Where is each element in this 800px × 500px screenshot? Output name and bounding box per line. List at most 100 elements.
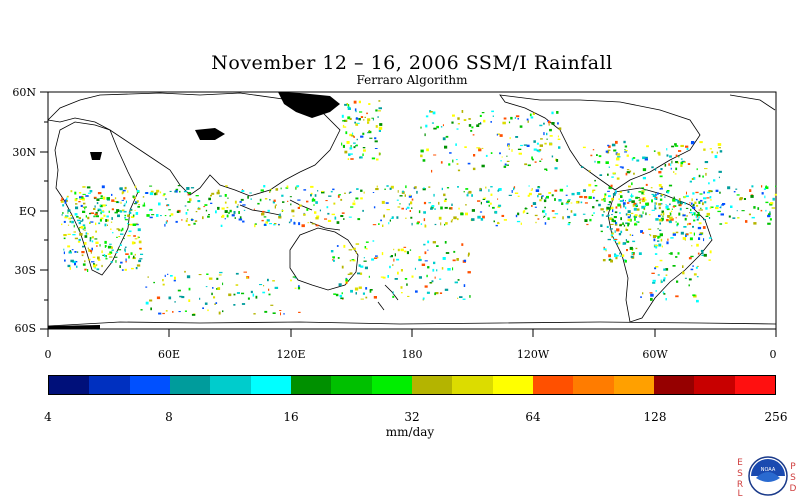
rain-pixel [616,228,620,232]
rain-pixel [409,249,412,251]
rain-pixel [699,199,703,202]
rain-pixel [613,216,617,219]
rain-pixel [641,205,645,209]
rain-pixel [89,190,93,193]
rain-pixel [119,244,122,246]
rain-pixel [519,125,523,128]
rain-pixel [375,109,378,112]
rain-pixel [495,224,498,227]
rain-pixel [532,202,537,205]
lon-label-0-east: 0 [769,348,777,361]
rain-pixel [434,276,436,279]
rain-pixel [348,153,351,156]
rain-pixel [346,103,348,106]
rain-pixel [241,189,245,192]
rain-pixel [645,183,648,186]
rain-pixel [513,186,516,189]
rain-pixel [349,117,352,120]
rain-pixel [79,233,83,236]
rain-pixel [63,248,65,251]
rain-pixel [697,265,699,267]
rain-pixel [691,202,693,205]
rain-pixel [162,194,165,197]
rain-pixel [377,116,379,118]
rain-pixel [689,232,693,234]
rain-pixel [246,276,249,279]
rain-pixel [767,222,771,225]
rain-pixel [402,190,404,193]
rain-pixel [488,189,490,192]
rain-pixel [749,189,752,192]
rain-pixel [303,189,307,191]
rain-pixel [545,213,547,216]
rain-pixel [660,168,663,171]
lat-label-60n: 60N [12,86,36,99]
rain-pixel [341,114,344,118]
rain-pixel [382,224,384,227]
rain-pixel [360,197,363,200]
rain-pixel [609,217,613,220]
rain-pixel [349,191,352,193]
rain-pixel [506,160,510,162]
rain-pixel [327,212,330,215]
rain-pixel [654,205,656,208]
rain-pixel [554,167,558,170]
rain-pixel [610,184,613,187]
rain-pixel [198,274,202,276]
rain-pixel [411,275,414,278]
rain-pixel [658,153,661,156]
rain-pixel [593,212,595,214]
rain-pixel [552,216,556,219]
rain-pixel [422,188,426,191]
rain-pixel [442,257,446,260]
rain-pixel [471,218,475,221]
rain-pixel [273,199,276,202]
rain-pixel [357,272,361,275]
rain-pixel [703,197,707,200]
map-subtitle: Ferraro Algorithm [356,73,468,87]
colorbar-swatch [89,376,130,394]
rain-pixel [335,293,339,297]
rain-pixel [64,259,66,262]
rain-pixel [176,210,180,213]
rain-pixel [63,251,65,255]
rain-pixel [66,195,69,198]
rain-pixel [401,292,403,294]
rain-pixel [660,280,663,283]
rain-pixel [107,224,108,226]
rain-pixel [448,207,451,210]
rain-pixel [496,133,498,136]
rain-pixel [363,257,365,259]
rain-pixel [696,214,700,217]
rain-pixel [259,284,263,286]
rain-pixel [78,192,82,194]
rain-pixel [294,277,297,279]
rain-pixel [537,194,539,198]
rain-pixel [671,160,673,164]
rain-pixel [628,198,632,202]
rain-pixel [705,207,708,210]
rain-pixel [94,205,96,208]
rain-pixel [678,198,681,201]
rain-pixel [687,223,689,226]
rain-pixel [102,254,106,256]
rain-pixel [91,240,94,243]
rain-pixel [342,120,346,122]
rain-pixel [78,227,82,228]
rain-pixel [434,223,437,226]
rain-pixel [441,267,444,270]
rain-pixel [500,160,502,162]
colorbar-swatch [210,376,251,394]
rain-pixel [226,206,229,209]
rain-pixel [96,198,100,201]
rain-pixel [272,312,276,314]
rain-pixel [389,219,391,222]
rain-pixel [445,222,448,225]
rain-pixel [158,312,162,315]
rain-pixel [618,193,620,195]
rain-pixel [355,110,357,113]
rain-pixel [612,193,616,196]
rain-pixel [411,222,413,226]
rain-pixel [604,193,607,196]
rain-pixel [149,185,153,187]
